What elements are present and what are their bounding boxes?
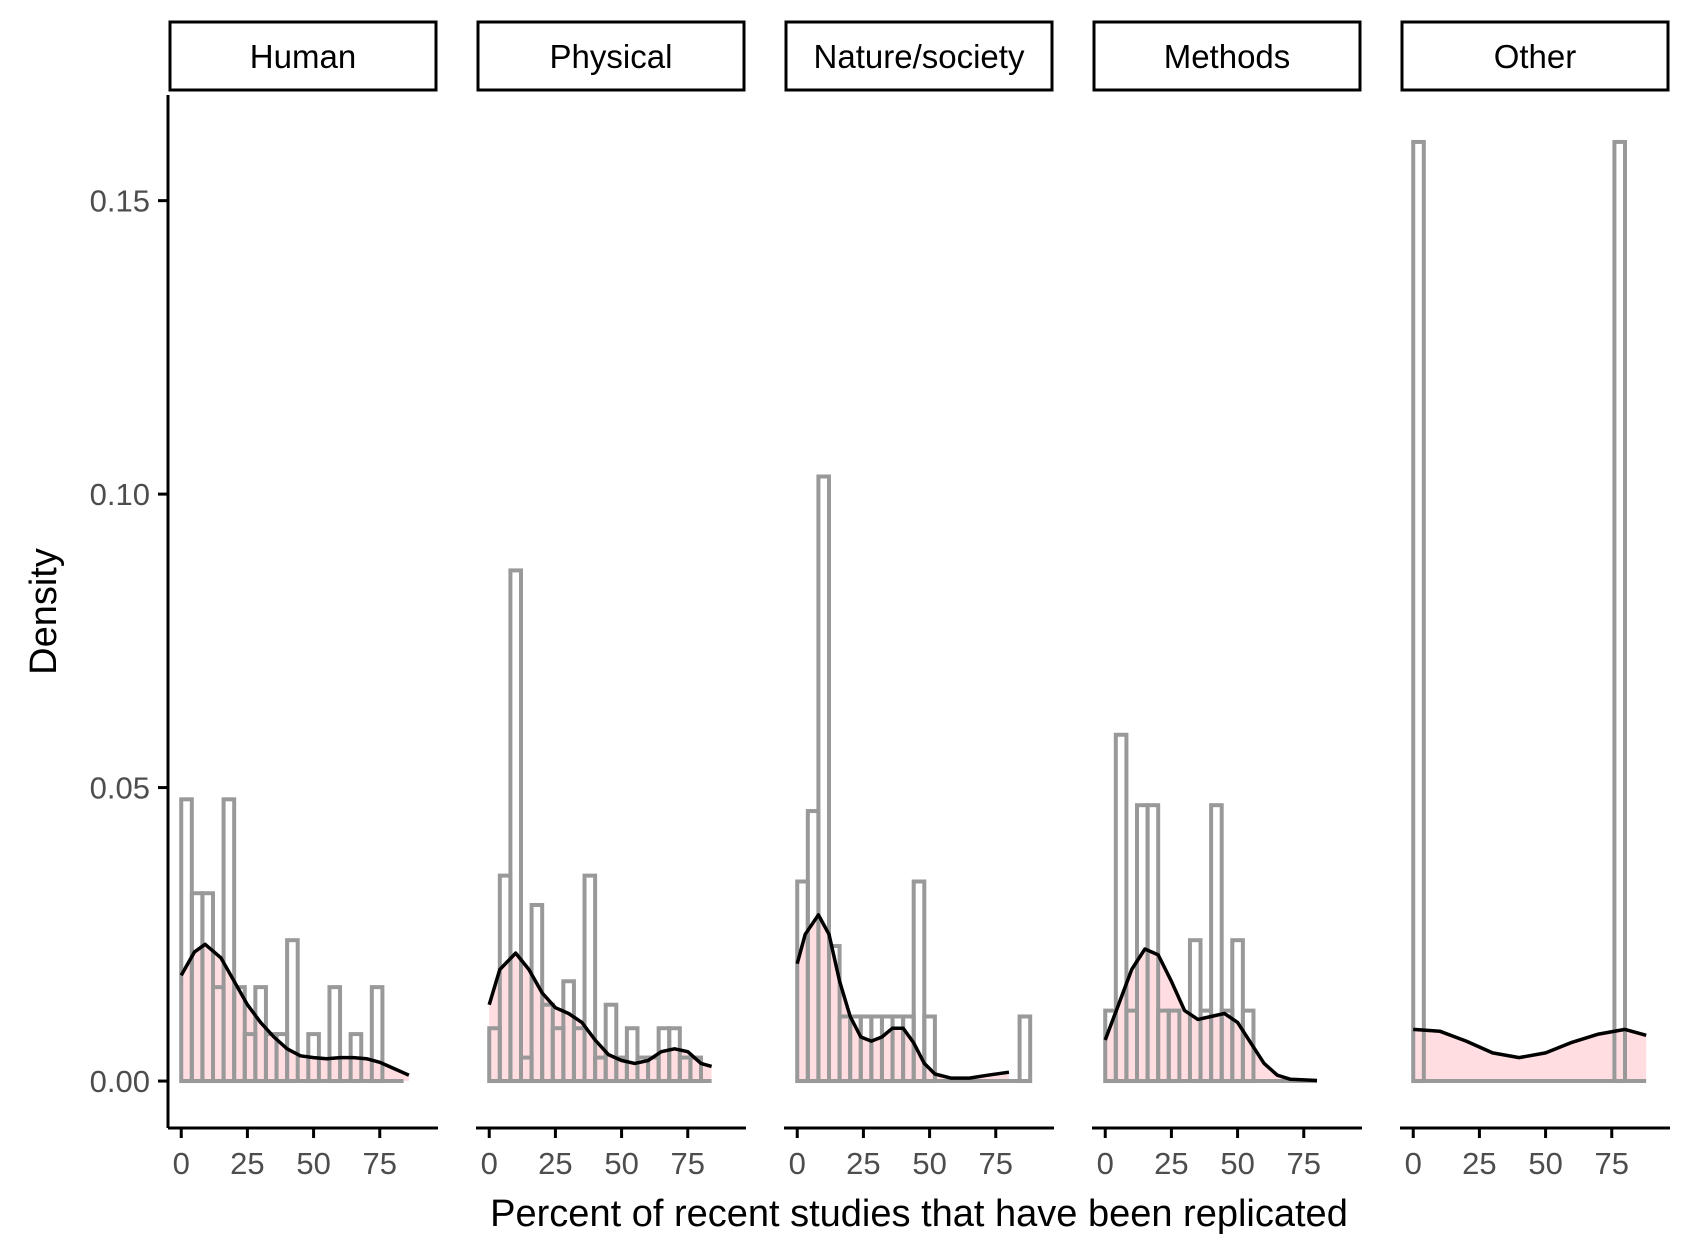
x-tick-label: 50 (604, 1146, 638, 1181)
x-tick-label: 50 (296, 1146, 330, 1181)
histogram-bar (1166, 1008, 1182, 1084)
histogram-bar (1612, 139, 1627, 1084)
histogram-bar (221, 797, 237, 1084)
histogram-bar (1145, 803, 1161, 1084)
histogram-bar (911, 879, 927, 1084)
x-tick-label: 25 (846, 1146, 880, 1181)
histogram-bar (582, 873, 598, 1084)
facet-strip-label: Other (1494, 38, 1577, 75)
facet-strip (476, 20, 746, 92)
histogram-bar (508, 568, 524, 1084)
histogram-bar (624, 1026, 640, 1084)
histogram-bar (369, 985, 385, 1084)
x-tick-label: 75 (671, 1146, 705, 1181)
facet-strip-label: Nature/society (814, 38, 1025, 75)
y-axis-label: Density (23, 548, 65, 675)
histogram-bar (1113, 732, 1129, 1084)
facet-strip (784, 20, 1054, 92)
x-tick-label: 75 (1595, 1146, 1629, 1181)
x-tick-label: 25 (538, 1146, 572, 1181)
histogram-bar (922, 1014, 937, 1084)
histogram-bar (827, 944, 842, 1084)
facet-strip (1092, 20, 1362, 92)
density-line (795, 913, 1010, 1080)
density-line (1103, 947, 1318, 1083)
histogram-bar (603, 1002, 619, 1084)
density-line (1413, 1027, 1647, 1060)
histogram-bar (667, 1026, 682, 1084)
facet-human: Human 0 25 50 75 (168, 20, 438, 1181)
facet-physical: Physical 0 25 50 75 (476, 20, 746, 1181)
y-tick-label: 0.10 (90, 477, 150, 512)
x-tick-label: 25 (230, 1146, 264, 1181)
y-tick-label: 0.05 (90, 771, 150, 806)
x-tick-label: 0 (1405, 1146, 1422, 1181)
x-tick-label: 75 (1287, 1146, 1321, 1181)
facet-strip-label: Methods (1164, 38, 1291, 75)
x-tick-label: 50 (1220, 1146, 1254, 1181)
density-area (489, 953, 712, 1081)
x-tick-label: 0 (481, 1146, 498, 1181)
x-tick-label: 0 (1097, 1146, 1114, 1181)
histogram-bar (1017, 1014, 1033, 1084)
density-line (179, 942, 410, 1077)
x-tick-label: 25 (1462, 1146, 1496, 1181)
x-tick-label: 75 (979, 1146, 1013, 1181)
x-tick-label: 0 (173, 1146, 190, 1181)
histogram-bar (1411, 139, 1426, 1084)
facet-nature-society: Nature/society 0 25 50 75 (784, 20, 1054, 1181)
facet-methods: Methods 0 25 50 75 (1092, 20, 1362, 1181)
x-tick-label: 50 (912, 1146, 946, 1181)
y-tick-label: 0.15 (90, 184, 150, 219)
x-tick-label: 75 (363, 1146, 397, 1181)
x-tick-label: 0 (789, 1146, 806, 1181)
density-area (181, 944, 409, 1081)
density-line (487, 951, 713, 1069)
histogram-bar (1209, 803, 1224, 1084)
histogram-bar (816, 474, 831, 1084)
histogram-bar (327, 985, 343, 1084)
facet-other: Other 0 25 50 75 (1400, 20, 1670, 1181)
y-tick-label: 0.00 (90, 1064, 150, 1099)
y-axis: 0.00 0.05 0.10 0.15 (90, 95, 170, 1128)
facet-strip (1400, 20, 1670, 92)
x-tick-label: 50 (1528, 1146, 1562, 1181)
histogram-bar (285, 938, 300, 1084)
facet-strip (168, 20, 438, 92)
x-axis-label: Percent of recent studies that have been… (490, 1193, 1348, 1235)
x-tick-label: 25 (1154, 1146, 1188, 1181)
density-area (1413, 1029, 1647, 1081)
facet-strip-label: Human (250, 38, 356, 75)
facet-strip-label: Physical (550, 38, 673, 75)
